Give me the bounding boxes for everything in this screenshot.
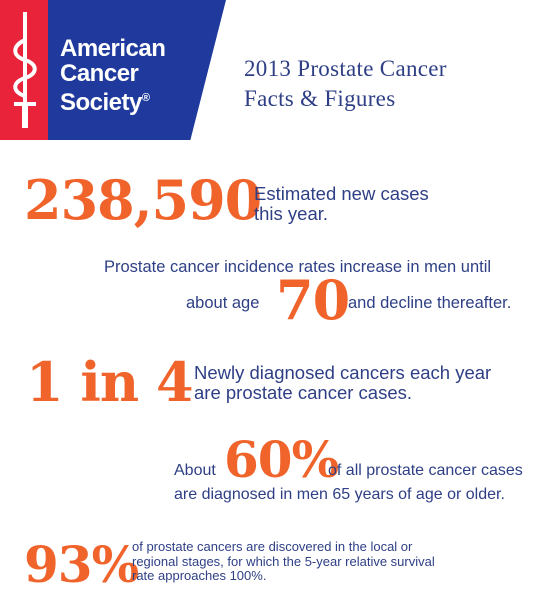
page-title: 2013 Prostate Cancer Facts & Figures [244, 54, 534, 114]
fact5-number: 93% [24, 535, 139, 594]
logo-red-strip [0, 0, 48, 140]
header-banner: American Cancer Society® 2013 Prostate C… [0, 0, 543, 150]
logo-line-american: American [60, 35, 166, 62]
fact3-number: 1 in 4 [26, 350, 194, 414]
fact4-text-line2: are diagnosed in men 65 years of age or … [174, 486, 505, 503]
fact1-text-line2: this year. [254, 203, 329, 224]
fact1-text: Estimated new cases this year. [254, 184, 429, 224]
fact5-text-line3: rate approaches 100%. [132, 568, 267, 583]
fact1-text-line1: Estimated new cases [254, 183, 429, 204]
fact2-text-line1: Prostate cancer incidence rates increase… [104, 258, 492, 276]
sword-emblem-icon [13, 12, 37, 128]
fact5-text-line2: regional stages, for which the 5-year re… [132, 553, 435, 569]
title-line-2: Facts & Figures [244, 86, 396, 111]
title-line-1: 2013 Prostate Cancer [244, 56, 447, 81]
logo-line-society: Society® [60, 89, 150, 116]
logo-wordmark: American Cancer Society® [60, 35, 166, 116]
fact5-text-line1: of prostate cancers are discovered in th… [132, 539, 413, 554]
fact2-pre-text: about age [186, 294, 260, 312]
fact2-number: 70 [276, 268, 350, 332]
fact2-post-text: and decline thereafter. [348, 294, 512, 312]
fact4-number: 60% [224, 430, 339, 489]
fact5-text: of prostate cancers are discovered in th… [132, 539, 435, 584]
fact4-post-text: of all prostate cancer cases [328, 462, 523, 479]
fact3-text: Newly diagnosed cancers each year are pr… [194, 363, 491, 403]
fact3-text-line2: are prostate cancer cases. [194, 382, 412, 403]
fact1-number: 238,590 [24, 168, 262, 232]
fact4-pre-text: About [174, 462, 216, 479]
logo-line-cancer: Cancer [60, 60, 139, 87]
fact3-text-line1: Newly diagnosed cancers each year [194, 362, 492, 383]
logo-blue-block [48, 0, 226, 140]
